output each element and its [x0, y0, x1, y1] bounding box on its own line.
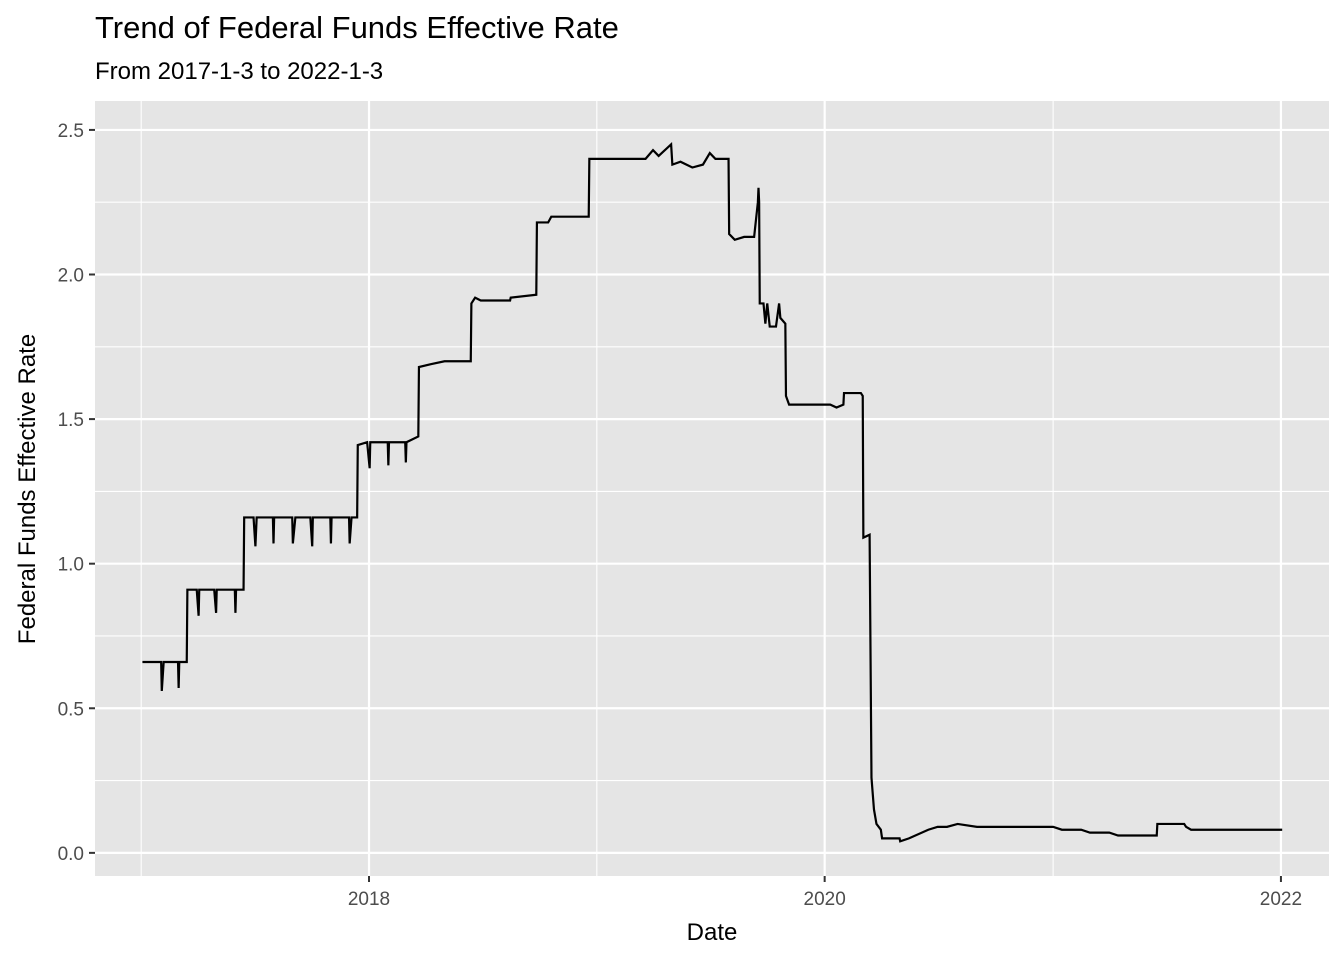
y-tick-labels: 0.0 0.5 1.0 1.5 2.0 2.5	[58, 121, 84, 865]
x-tick-label: 2018	[348, 889, 390, 910]
major-gridlines	[95, 101, 1329, 876]
y-tick-label: 2.5	[58, 121, 84, 142]
y-tick-label: 1.5	[58, 410, 84, 431]
chart-title: Trend of Federal Funds Effective Rate	[95, 10, 619, 45]
x-tick-label: 2022	[1260, 889, 1302, 910]
axis-ticks	[89, 128, 1282, 882]
y-tick-label: 1.0	[58, 555, 84, 576]
minor-gridlines	[95, 101, 1329, 876]
y-tick-label: 2.0	[58, 266, 84, 287]
chart-subtitle: From 2017-1-3 to 2022-1-3	[95, 58, 384, 85]
x-axis-title: Date	[687, 919, 738, 946]
x-tick-labels: 2018 2020 2022	[348, 889, 1302, 910]
series-line	[142, 141, 1283, 843]
y-tick-label: 0.5	[58, 699, 84, 720]
x-tick-label: 2020	[804, 889, 846, 910]
y-tick-label: 0.0	[58, 844, 84, 865]
y-axis-title: Federal Funds Effective Rate	[14, 334, 41, 644]
plot-panel	[95, 101, 1329, 876]
